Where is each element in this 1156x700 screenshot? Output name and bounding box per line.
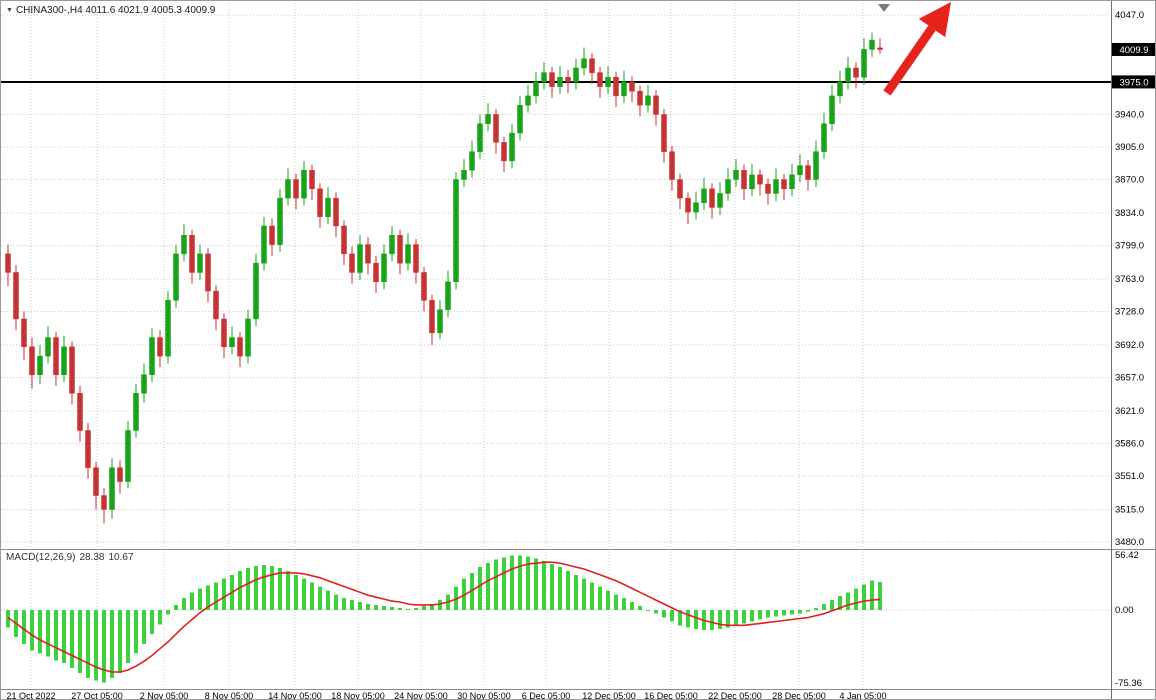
svg-text:12 Dec 05:00: 12 Dec 05:00 bbox=[582, 691, 636, 700]
svg-text:3834.0: 3834.0 bbox=[1115, 208, 1144, 219]
svg-text:3975.0: 3975.0 bbox=[1119, 77, 1148, 88]
svg-text:0.00: 0.00 bbox=[1115, 605, 1134, 616]
svg-text:27 Oct 05:00: 27 Oct 05:00 bbox=[71, 691, 123, 700]
svg-text:28 Dec 05:00: 28 Dec 05:00 bbox=[772, 691, 826, 700]
svg-text:3657.0: 3657.0 bbox=[1115, 372, 1144, 383]
svg-text:4 Jan 05:00: 4 Jan 05:00 bbox=[839, 691, 886, 700]
svg-text:3799.0: 3799.0 bbox=[1115, 241, 1144, 252]
macd-signal-value: 10.67 bbox=[108, 552, 134, 563]
svg-text:3870.0: 3870.0 bbox=[1115, 175, 1144, 186]
macd-main-value: 28.38 bbox=[79, 552, 105, 563]
symbol-dropdown-icon[interactable]: ▼ bbox=[6, 7, 13, 14]
svg-text:4009.9: 4009.9 bbox=[1119, 45, 1148, 56]
svg-text:56.42: 56.42 bbox=[1115, 550, 1139, 561]
svg-text:3515.0: 3515.0 bbox=[1115, 504, 1144, 515]
candles bbox=[5, 32, 883, 524]
svg-text:3940.0: 3940.0 bbox=[1115, 109, 1144, 120]
svg-text:3763.0: 3763.0 bbox=[1115, 274, 1144, 285]
macd-axis[interactable]: 56.42 0.00 -75.36 bbox=[1115, 550, 1142, 689]
macd-name: MACD(12,26,9) bbox=[6, 552, 76, 563]
svg-text:2 Nov 05:00: 2 Nov 05:00 bbox=[140, 691, 189, 700]
macd-signal-line bbox=[7, 561, 881, 673]
svg-text:8 Nov 05:00: 8 Nov 05:00 bbox=[205, 691, 254, 700]
trend-arrow[interactable] bbox=[883, 2, 951, 96]
gridlines bbox=[1, 3, 1111, 687]
object-anchor-icon bbox=[878, 4, 890, 12]
price-markers: 4009.9 3975.0 bbox=[1112, 42, 1155, 89]
symbol-info-bar: ▼ CHINA300-,H4 4011.6 4021.9 4005.3 4009.… bbox=[6, 5, 215, 16]
svg-text:14 Nov 05:00: 14 Nov 05:00 bbox=[268, 691, 322, 700]
macd-histogram bbox=[6, 555, 882, 683]
svg-text:3480.0: 3480.0 bbox=[1115, 537, 1144, 548]
svg-text:3905.0: 3905.0 bbox=[1115, 142, 1144, 153]
svg-text:16 Dec 05:00: 16 Dec 05:00 bbox=[644, 691, 698, 700]
svg-text:6 Dec 05:00: 6 Dec 05:00 bbox=[522, 691, 571, 700]
svg-text:30 Nov 05:00: 30 Nov 05:00 bbox=[457, 691, 511, 700]
svg-text:3692.0: 3692.0 bbox=[1115, 340, 1144, 351]
svg-text:-75.36: -75.36 bbox=[1115, 678, 1142, 689]
svg-text:18 Nov 05:00: 18 Nov 05:00 bbox=[331, 691, 385, 700]
svg-text:3586.0: 3586.0 bbox=[1115, 438, 1144, 449]
svg-text:24 Nov 05:00: 24 Nov 05:00 bbox=[394, 691, 448, 700]
svg-text:3551.0: 3551.0 bbox=[1115, 471, 1144, 482]
time-axis[interactable]: 21 Oct 2022 27 Oct 05:00 2 Nov 05:00 8 Nov … bbox=[6, 691, 886, 700]
symbol-ohlc-text: CHINA300-,H4 4011.6 4021.9 4005.3 4009.9 bbox=[15, 5, 216, 16]
svg-text:3621.0: 3621.0 bbox=[1115, 406, 1144, 417]
svg-text:21 Oct 2022: 21 Oct 2022 bbox=[6, 691, 55, 700]
svg-text:22 Dec 05:00: 22 Dec 05:00 bbox=[708, 691, 762, 700]
svg-text:3728.0: 3728.0 bbox=[1115, 306, 1144, 317]
svg-text:4047.0: 4047.0 bbox=[1115, 10, 1144, 21]
macd-indicator-label: MACD(12,26,9) 28.38 10.67 bbox=[6, 552, 134, 563]
price-axis[interactable]: 4047.0 3940.0 3905.0 3870.0 3834.0 3799.0 3763… bbox=[1115, 10, 1144, 548]
